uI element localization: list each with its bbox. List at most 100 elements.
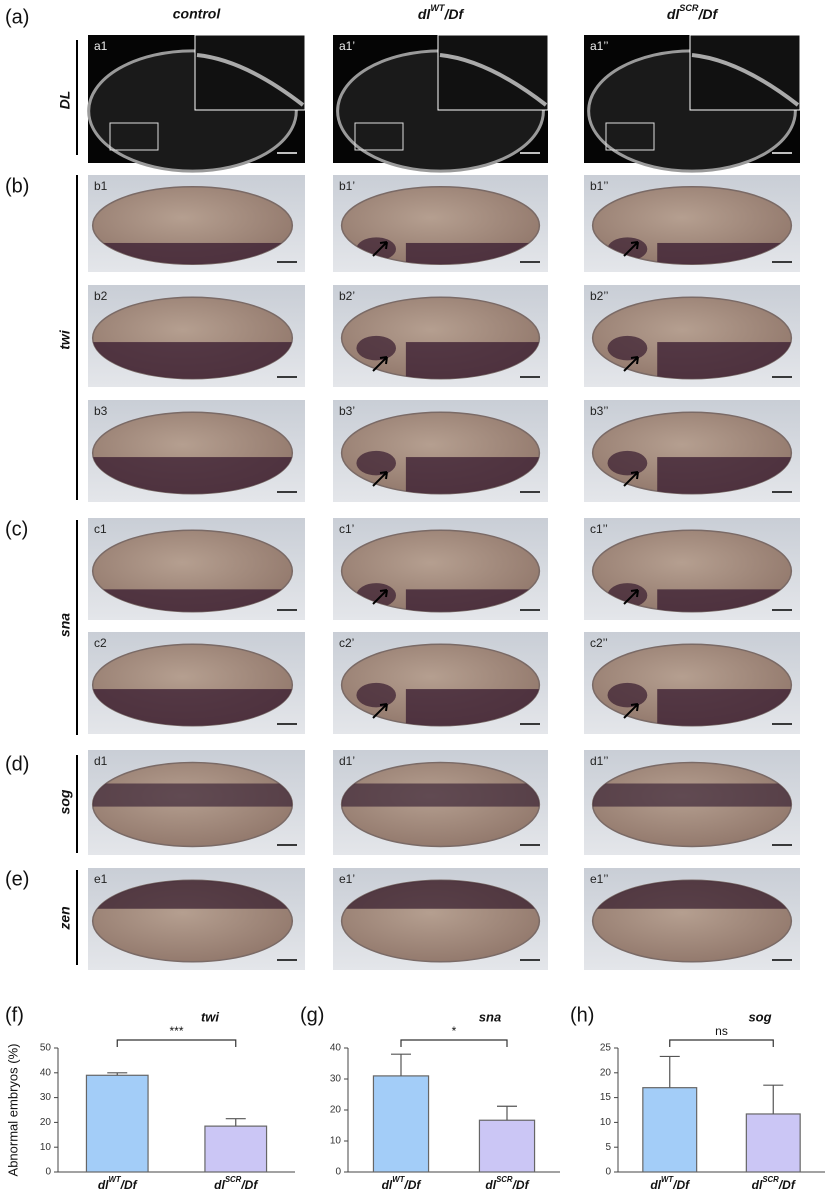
x-tick-label-base: dl	[382, 1178, 393, 1192]
y-tick-label: 10	[330, 1136, 342, 1147]
image-label: c1’’	[590, 522, 608, 536]
panel-label: (g)	[300, 1004, 324, 1026]
image-label: b2’’	[590, 289, 608, 303]
y-tick-label: 40	[330, 1043, 342, 1054]
image-label: c2’	[339, 636, 354, 650]
stain	[593, 784, 792, 807]
x-tick-label-sup: SCR	[225, 1175, 242, 1184]
significance-bracket	[117, 1040, 236, 1047]
panel-label: (a)	[5, 6, 29, 28]
error-bar	[660, 1056, 680, 1087]
x-tick-label-sup: SCR	[762, 1175, 779, 1184]
image-label: c1	[94, 522, 107, 536]
x-tick-label-base: dl	[214, 1178, 225, 1192]
x-tick-label: dlSCR/Df	[485, 1175, 529, 1192]
x-tick-label-rest: /Df	[120, 1178, 138, 1192]
x-tick-label-base: dl	[752, 1178, 763, 1192]
image-label: e1’’	[590, 872, 608, 886]
y-tick-label: 10	[40, 1142, 52, 1153]
significance-label: ***	[169, 1024, 183, 1038]
y-tick-label: 50	[40, 1043, 52, 1054]
y-tick-label: 0	[335, 1167, 341, 1178]
image-label: d1	[94, 754, 108, 768]
column-header-sup: SCR	[679, 3, 699, 13]
column-header-rest: /Df	[697, 6, 718, 22]
significance-bracket	[401, 1040, 507, 1047]
x-tick-label-rest: /Df	[240, 1178, 258, 1192]
x-tick-label-sup: SCR	[496, 1175, 513, 1184]
image-label: c1’	[339, 522, 354, 536]
gene-label: DL	[57, 91, 73, 110]
stain	[608, 683, 648, 707]
x-tick-label-base: dl	[98, 1178, 109, 1192]
error-bar	[226, 1119, 246, 1126]
image-label: b2	[94, 289, 108, 303]
error-bar	[391, 1054, 411, 1076]
x-tick-label-base: dl	[485, 1178, 496, 1192]
bar	[643, 1088, 697, 1172]
gene-label: zen	[57, 906, 73, 930]
chart-title: sna	[479, 1009, 501, 1024]
image-label: b1	[94, 179, 108, 193]
image-label: c2’’	[590, 636, 608, 650]
significance-bracket	[670, 1040, 774, 1047]
column-header: control	[173, 6, 222, 22]
gene-label: sog	[57, 789, 73, 814]
image-label: c2	[94, 636, 107, 650]
panel-label: (d)	[5, 753, 29, 775]
column-header-rest: /Df	[443, 6, 464, 22]
image-label: b3	[94, 404, 108, 418]
x-tick-label: dlWT/Df	[98, 1175, 138, 1192]
y-tick-label: 20	[600, 1067, 612, 1078]
panel-label: (c)	[5, 518, 28, 540]
x-tick-label-rest: /Df	[778, 1178, 796, 1192]
image-label: d1’	[339, 754, 355, 768]
bar	[746, 1114, 800, 1172]
x-tick-label: dlWT/Df	[650, 1175, 690, 1192]
bar	[479, 1120, 534, 1172]
x-tick-label: dlSCR/Df	[752, 1175, 796, 1192]
image-label: b3’’	[590, 404, 608, 418]
y-tick-label: 25	[600, 1043, 612, 1054]
chart-title: twi	[201, 1009, 219, 1024]
image-label: a1	[94, 39, 108, 53]
panel-label: (b)	[5, 175, 29, 197]
y-tick-label: 0	[605, 1167, 611, 1178]
panel-label: (h)	[570, 1004, 594, 1026]
column-header: dlSCR/Df	[667, 3, 719, 21]
significance-label: *	[452, 1024, 457, 1038]
figure: controldlWT/DfdlSCR/Df(a)DLa1a1’a1’’(b)t…	[0, 0, 832, 1203]
stain	[356, 683, 396, 707]
y-tick-label: 40	[40, 1067, 52, 1078]
stain	[356, 451, 396, 475]
gene-label: twi	[57, 329, 73, 350]
x-tick-label-rest: /Df	[512, 1178, 530, 1192]
bar	[373, 1076, 428, 1172]
stain	[356, 336, 396, 360]
y-tick-label: 30	[40, 1092, 52, 1103]
x-tick-label-rest: /Df	[403, 1178, 421, 1192]
stain	[608, 451, 648, 475]
image-label: b1’’	[590, 179, 608, 193]
image-label: e1’	[339, 872, 355, 886]
y-tick-label: 0	[45, 1167, 51, 1178]
x-tick-label: dlSCR/Df	[214, 1175, 258, 1192]
gene-label: sna	[57, 613, 73, 637]
chart-title: sog	[748, 1009, 771, 1024]
significance-label: ns	[715, 1024, 728, 1038]
bar	[205, 1126, 267, 1172]
stain	[93, 784, 293, 807]
image-label: d1’’	[590, 754, 608, 768]
image-label: b2’	[339, 289, 355, 303]
y-tick-label: 5	[605, 1142, 611, 1153]
stain	[342, 784, 540, 807]
error-bar	[763, 1085, 783, 1114]
image-label: e1	[94, 872, 108, 886]
panel-label: (f)	[5, 1004, 24, 1026]
y-tick-label: 30	[330, 1074, 342, 1085]
image-label: b1’	[339, 179, 355, 193]
y-axis-label: Abnormal embryos (%)	[5, 1044, 20, 1177]
x-tick-label: dlWT/Df	[382, 1175, 422, 1192]
error-bar	[497, 1106, 517, 1120]
stain	[608, 336, 648, 360]
